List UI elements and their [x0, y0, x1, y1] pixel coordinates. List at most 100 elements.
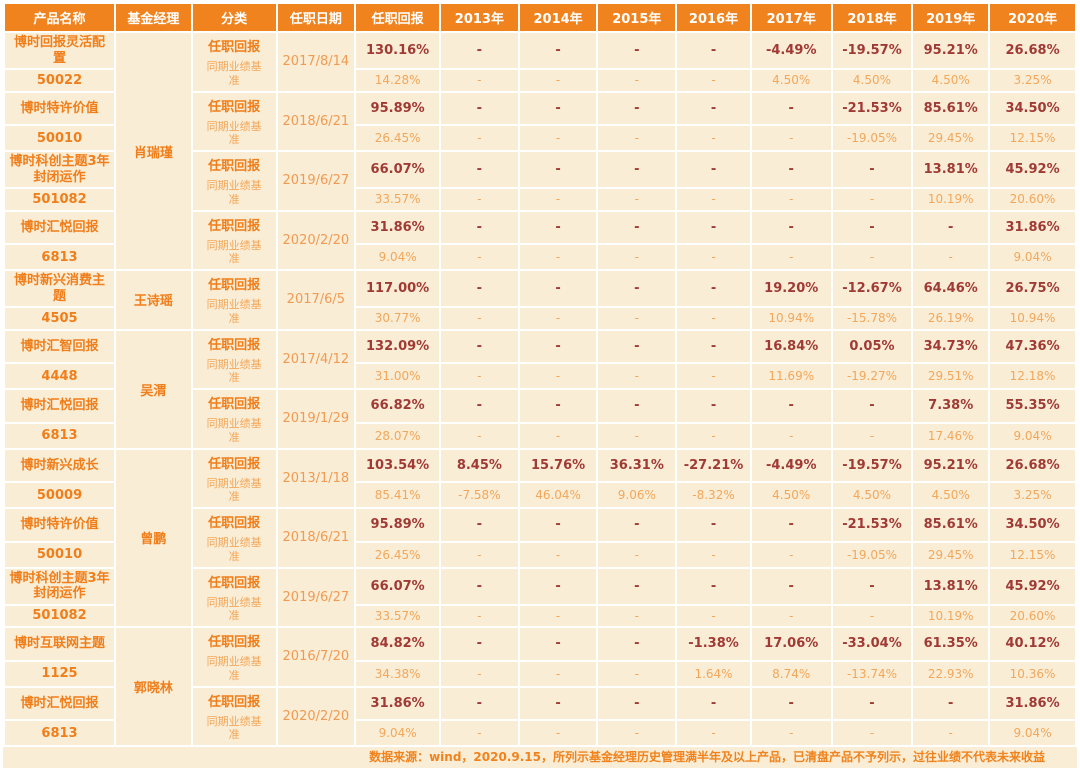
benchmark-value-cell: - — [519, 542, 597, 567]
benchmark-value-cell: - — [519, 70, 597, 91]
benchmark-value-cell: - — [751, 245, 831, 269]
benchmark-value-cell: - — [441, 245, 518, 269]
benchmark-value-cell: 9.04% — [356, 721, 440, 745]
return-value-cell: -1.38% — [677, 628, 750, 660]
return-value-cell: - — [677, 330, 750, 363]
tenure-return-label: 任职回报 — [208, 278, 261, 293]
return-value-cell: 85.61% — [913, 92, 989, 125]
category-cell: 任职回报 同期业绩基准 — [192, 390, 276, 448]
return-value-cell: 66.07% — [356, 152, 440, 188]
header-row: 产品名称 基金经理 分类 任职日期 任职回报 2013年 2014年 2015年… — [5, 4, 1075, 31]
benchmark-value-cell: - — [598, 423, 676, 448]
return-value-cell: 117.00% — [356, 271, 440, 307]
header-cell-2019: 2019年 — [913, 4, 989, 31]
benchmark-value-cell: - — [519, 721, 597, 745]
benchmark-value-cell: -7.58% — [441, 483, 518, 507]
start-date-cell: 2020/2/20 — [277, 687, 355, 745]
return-value-cell: - — [598, 330, 676, 363]
manager-cell: 吴渭 — [116, 330, 191, 448]
manager-cell: 肖瑞瑾 — [116, 33, 191, 269]
return-value-cell: 7.38% — [913, 390, 989, 422]
return-value-cell: - — [441, 33, 518, 69]
category-cell: 任职回报 同期业绩基准 — [192, 330, 276, 388]
return-value-cell: - — [519, 568, 597, 604]
benchmark-value-cell: - — [598, 721, 676, 745]
return-value-cell: - — [832, 568, 912, 604]
return-value-cell: - — [519, 687, 597, 720]
benchmark-value-cell: - — [598, 126, 676, 150]
return-value-cell: 19.20% — [751, 271, 831, 307]
return-value-cell: - — [677, 152, 750, 188]
benchmark-value-cell: - — [441, 605, 518, 626]
benchmark-label: 同期业绩基准 — [206, 655, 262, 682]
return-value-cell: 8.45% — [441, 449, 518, 482]
return-value-cell: 95.21% — [913, 33, 989, 69]
start-date-cell: 2018/6/21 — [277, 509, 355, 567]
benchmark-value-cell: - — [677, 189, 750, 210]
benchmark-value-cell: 10.94% — [751, 308, 831, 329]
tenure-return-row: 博时回报灵活配置 肖瑞瑾 任职回报 同期业绩基准 2017/8/14 130.16% - - -… — [5, 33, 1075, 269]
benchmark-value-cell: - — [677, 245, 750, 269]
return-value-cell: 0.05% — [832, 330, 912, 363]
return-value-cell: 55.35% — [990, 390, 1075, 422]
return-value-cell: 26.75% — [990, 271, 1075, 307]
return-value-cell: 36.31% — [598, 449, 676, 482]
benchmark-value-cell: - — [441, 661, 518, 686]
return-value-cell: 85.61% — [913, 509, 989, 541]
benchmark-label: 同期业绩基准 — [206, 60, 262, 87]
benchmark-value-cell: 26.45% — [356, 126, 440, 150]
benchmark-value-cell: - — [441, 423, 518, 448]
benchmark-value-cell: - — [519, 423, 597, 448]
manager-cell: 王诗瑶 — [116, 271, 191, 329]
benchmark-value-cell: 10.94% — [990, 308, 1075, 329]
benchmark-value-cell: 9.04% — [990, 721, 1075, 745]
return-value-cell: 95.89% — [356, 509, 440, 541]
category-cell: 任职回报同期业绩基准 — [192, 271, 276, 329]
product-code-cell: 50010 — [5, 542, 115, 567]
header-cell-start-date: 任职日期 — [277, 4, 355, 31]
benchmark-value-cell: 29.51% — [913, 364, 989, 388]
return-value-cell: -21.53% — [832, 509, 912, 541]
start-date-cell: 2019/6/27 — [277, 152, 355, 210]
benchmark-label: 同期业绩基准 — [206, 298, 262, 325]
benchmark-value-cell: 1.64% — [677, 661, 750, 686]
table-body: 博时回报灵活配置 肖瑞瑾 任职回报 同期业绩基准 2017/8/14 130.16% - - -… — [5, 33, 1075, 745]
return-value-cell: -27.21% — [677, 449, 750, 482]
return-value-cell: - — [598, 568, 676, 604]
tenure-return-label: 任职回报 — [208, 99, 261, 115]
benchmark-value-cell: - — [598, 189, 676, 210]
benchmark-value-cell: 9.04% — [990, 245, 1075, 269]
benchmark-value-cell: - — [677, 70, 750, 91]
benchmark-row: 4505 30.77% - - - -10.94% -15.78% 26.19% 10.94% — [5, 308, 1075, 329]
benchmark-value-cell: 9.04% — [356, 245, 440, 269]
benchmark-value-cell: - — [677, 605, 750, 626]
return-value-cell: - — [751, 568, 831, 604]
return-value-cell: - — [598, 271, 676, 307]
return-value-cell: 103.54% — [356, 449, 440, 482]
return-value-cell: 84.82% — [356, 628, 440, 660]
benchmark-value-cell: - — [913, 245, 989, 269]
benchmark-label: 同期业绩基准 — [206, 179, 262, 206]
return-value-cell: - — [598, 211, 676, 244]
benchmark-value-cell: - — [441, 721, 518, 745]
return-value-cell: 95.89% — [356, 92, 440, 125]
return-value-cell: 17.06% — [751, 628, 831, 660]
tenure-return-row: 博时互联网主题 郭晓林 任职回报 同期业绩基准 2016/7/20 84.82% - - - -1… — [5, 628, 1075, 745]
product-code-cell: 6813 — [5, 245, 115, 269]
benchmark-value-cell: 17.46% — [913, 423, 989, 448]
product-code-cell: 4505 — [5, 308, 115, 329]
tenure-return-label: 任职回报 — [208, 40, 261, 55]
return-value-cell: 31.86% — [356, 211, 440, 244]
return-value-cell: - — [441, 211, 518, 244]
fund-table: 产品名称 基金经理 分类 任职日期 任职回报 2013年 2014年 2015年… — [3, 2, 1077, 747]
benchmark-value-cell: - — [598, 308, 676, 329]
benchmark-row: 6813 9.04% - - - - - - -9.04% — [5, 245, 1075, 269]
return-value-cell: 34.73% — [913, 330, 989, 363]
return-value-cell: -4.49% — [751, 33, 831, 69]
return-value-cell: 13.81% — [913, 152, 989, 188]
tenure-return-row: 博时新兴消费主题 王诗瑶 任职回报 同期业绩基准 2017/6/5 117.00% - - - -… — [5, 271, 1075, 329]
benchmark-value-cell: 12.15% — [990, 542, 1075, 567]
return-value-cell: -19.57% — [832, 449, 912, 482]
header-cell-2018: 2018年 — [832, 4, 912, 31]
benchmark-value-cell: 4.50% — [751, 70, 831, 91]
